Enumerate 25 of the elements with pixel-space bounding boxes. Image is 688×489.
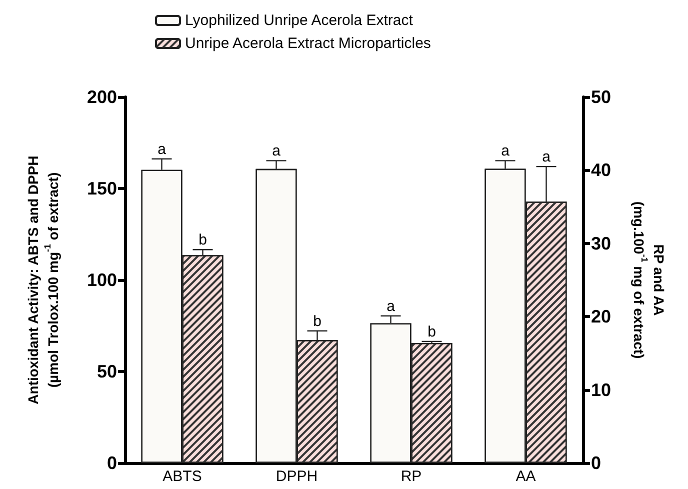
data-label: a [542, 148, 552, 166]
data-label: a [272, 142, 282, 160]
y2-tick-label: 30 [591, 233, 612, 254]
data-label: a [386, 298, 396, 315]
data-label: b [313, 312, 322, 330]
legend-label: Lyophilized Unripe Acerola Extract [185, 12, 414, 29]
y2-tick-label: 10 [591, 380, 612, 400]
y-tick-label: 100 [86, 270, 117, 290]
x-tick-label: DPPH [276, 468, 318, 485]
y-tick-label: 50 [96, 362, 117, 382]
legend-label: Unripe Acerola Extract Microparticles [185, 35, 431, 52]
data-label: a [158, 140, 167, 158]
x-tick-label: ABTS [162, 468, 202, 485]
y-tick-label: 0 [106, 453, 117, 473]
y2-tick-label: 20 [591, 306, 612, 327]
y2-tick-label: 40 [591, 160, 612, 180]
x-tick-label: AA [516, 468, 536, 485]
y2-tick-label: 0 [591, 453, 602, 473]
x-tick-label: RP [400, 468, 422, 485]
data-label: b [428, 323, 436, 340]
y-tick-label: 200 [86, 87, 117, 107]
y2-tick-label: 50 [591, 87, 612, 107]
data-label: b [198, 232, 207, 249]
data-label: a [501, 142, 510, 160]
y-tick-label: 150 [86, 178, 117, 198]
